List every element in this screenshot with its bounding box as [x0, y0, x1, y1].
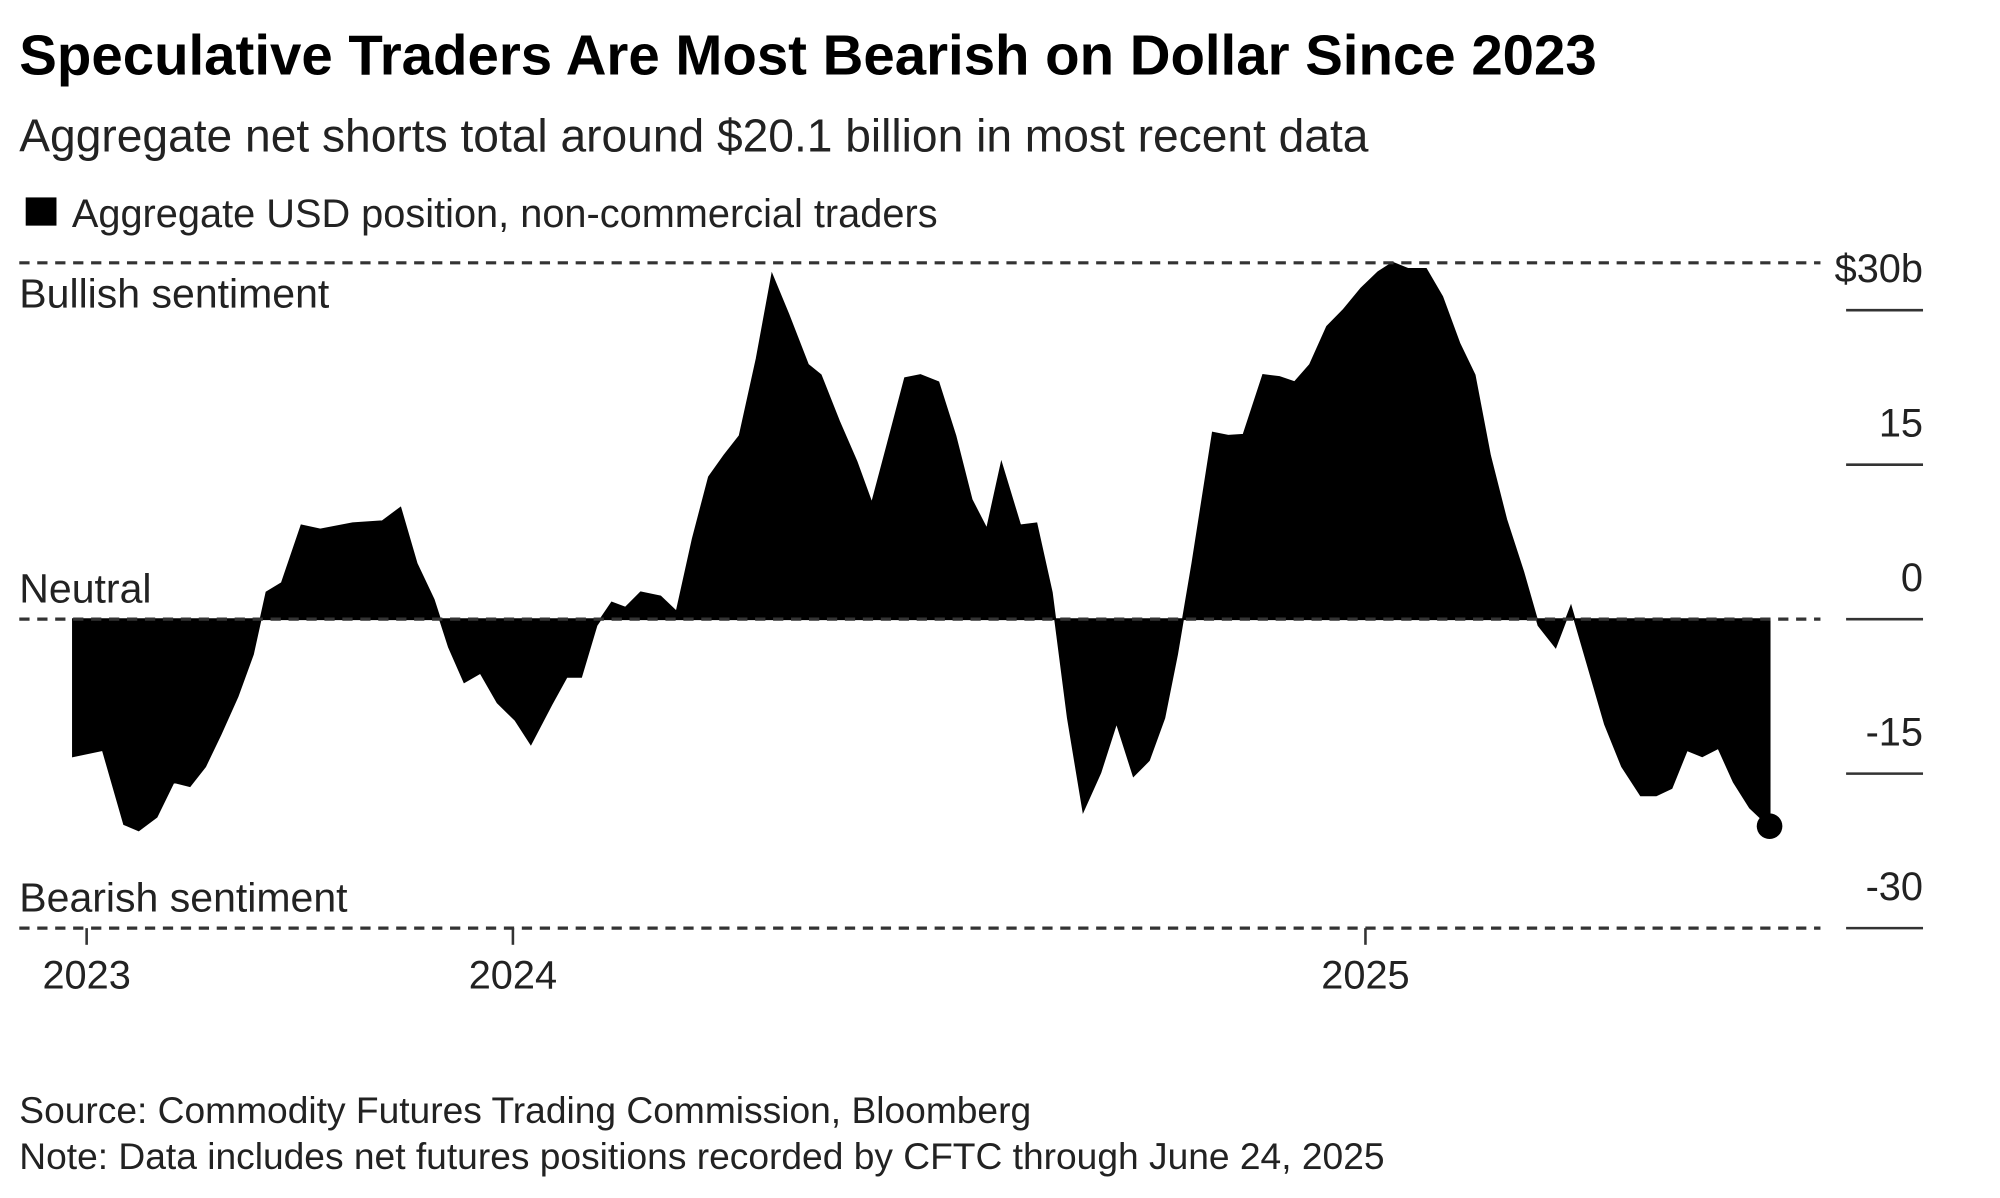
y-tick-label: $30b	[1835, 247, 1923, 291]
legend-label: Aggregate USD position, non-commercial t…	[72, 192, 938, 236]
note: Note: Data includes net futures position…	[19, 1135, 1384, 1177]
x-tick-label: 2025	[1321, 953, 1409, 997]
legend-swatch	[25, 197, 57, 226]
y-tick-label: 0	[1901, 556, 1923, 600]
annotation: Bearish sentiment	[19, 874, 348, 920]
chart-title: Speculative Traders Are Most Bearish on …	[19, 23, 1596, 86]
last-point-marker	[1756, 813, 1783, 840]
x-tick-label: 2024	[469, 953, 557, 997]
x-tick-label: 2023	[42, 953, 130, 997]
source: Source: Commodity Futures Trading Commis…	[19, 1089, 1031, 1131]
y-tick-label: -30	[1866, 865, 1923, 909]
annotation: Neutral	[19, 566, 151, 612]
area	[72, 261, 1771, 832]
y-tick-label: 15	[1879, 401, 1923, 445]
y-tick-label: -15	[1866, 710, 1923, 754]
annotation: Bullish sentiment	[19, 271, 330, 317]
chart-subtitle: Aggregate net shorts total around $20.1 …	[19, 109, 1369, 161]
